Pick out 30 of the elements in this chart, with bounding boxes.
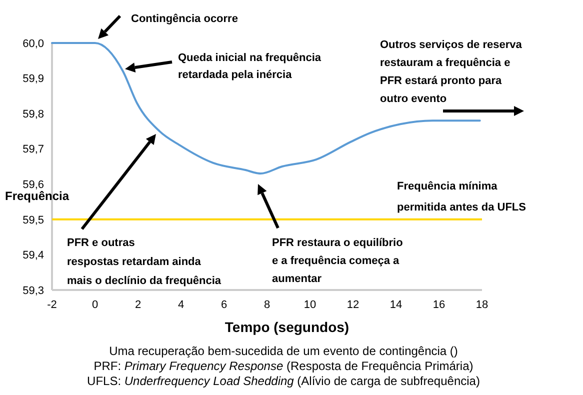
text: Uma recuperação bem-sucedida de um evento de contingência ()	[109, 344, 458, 358]
annotation: Queda inicial na frequência retardada pela inércia	[178, 52, 322, 81]
x-tick-label: 0	[92, 299, 98, 311]
text: Contingência ocorre	[131, 13, 238, 25]
text: UFLS: Underfrequency Load Shedding (Alívio de carga de subfrequência)	[87, 374, 480, 388]
ref-line-label: Frequência mínima permitida antes da UFLS	[397, 180, 526, 214]
x-tick-label: 10	[304, 299, 316, 311]
text: PRF: Primary Frequency Response (Resposta de Frequência Primária)	[94, 359, 474, 373]
x-tick-label: -2	[47, 299, 57, 311]
y-tick-label: 59,8	[22, 108, 44, 120]
x-tick-label: 12	[346, 299, 360, 311]
annotation: Outros serviços de reserva restauram a frequência e PFR estará pronto para outro evento	[380, 39, 523, 105]
x-tick-label: 4	[178, 299, 184, 311]
annotation: PFR restaura o equilíbrio e a frequência começa a aumentar	[272, 237, 404, 285]
y-tick-label: 59,3	[22, 284, 44, 297]
x-tick-label: 6	[220, 299, 228, 311]
x-tick-label: 18	[476, 299, 488, 311]
x-axis-title: Tempo (segundos)	[224, 319, 350, 335]
y-tick-label: 59,7	[22, 144, 44, 156]
y-tick-label: 59,6	[22, 178, 44, 191]
y-tick-label: 59,5	[22, 214, 44, 226]
y-tick-label: 60,0	[22, 38, 44, 50]
y-tick-label: 59,9	[22, 73, 44, 86]
x-tick-label: 14	[390, 299, 402, 311]
x-tick-label: 8	[264, 299, 270, 311]
x-tick-label: 16	[432, 299, 446, 311]
y-tick-label: 59,4	[22, 250, 44, 262]
y-axis-title: Frequência	[5, 189, 70, 203]
annotation: PFR e outras respostas retardam ainda mais o declínio da frequência	[67, 237, 222, 287]
x-tick-label: 2	[134, 299, 142, 311]
